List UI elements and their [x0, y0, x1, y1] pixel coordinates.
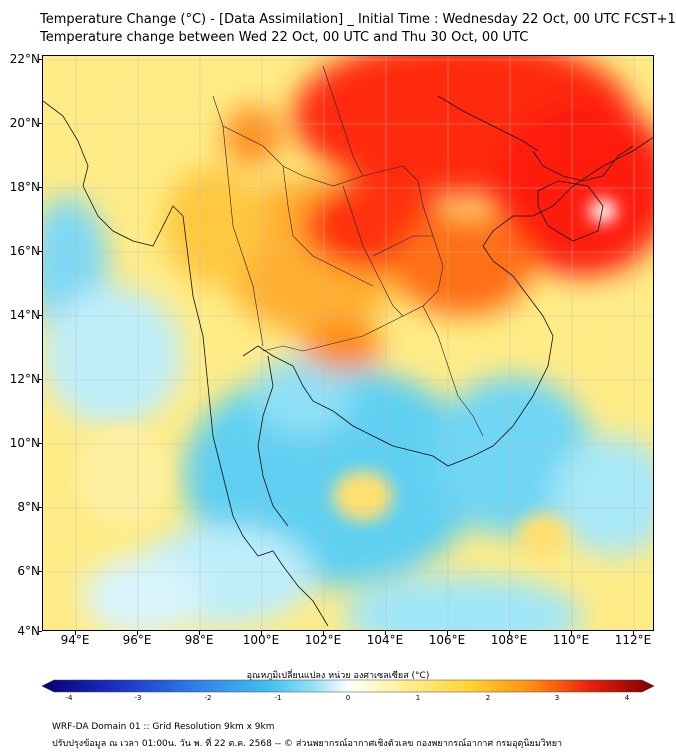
- y-axis-label: 18°N: [9, 180, 40, 194]
- colorbar-tick-label: -2: [204, 694, 212, 702]
- admin-borders: [212, 65, 484, 437]
- y-tick: [38, 443, 42, 444]
- x-axis-label: 104°E: [366, 633, 404, 647]
- x-axis-label: 96°E: [122, 633, 152, 647]
- x-tick: [633, 631, 634, 635]
- coastlines: [43, 95, 653, 627]
- y-tick: [38, 123, 42, 124]
- colorbar-tick-label: 0: [345, 694, 351, 702]
- y-tick: [38, 631, 42, 632]
- x-axis-label: 102°E: [304, 633, 342, 647]
- footer-credit: ปรับปรุงข้อมูล ณ เวลา 01:00น. วัน พ. ที่…: [52, 739, 563, 749]
- y-tick: [38, 187, 42, 188]
- x-axis-label: 112°E: [614, 633, 652, 647]
- y-axis-label: 22°N: [9, 52, 40, 66]
- x-axis-label: 94°E: [60, 633, 90, 647]
- colorbar-tick-label: -3: [134, 694, 142, 702]
- colorbar-tick-label: 1: [415, 694, 421, 702]
- colorbar-tick-label: -4: [65, 694, 73, 702]
- x-tick: [261, 631, 262, 635]
- x-tick: [75, 631, 76, 635]
- y-tick: [38, 379, 42, 380]
- y-tick: [38, 571, 42, 572]
- x-tick: [199, 631, 200, 635]
- x-axis-label: 98°E: [184, 633, 214, 647]
- map-subtitle: Temperature change between Wed 22 Oct, 0…: [40, 30, 529, 45]
- colorbar-tick-label: 4: [624, 694, 630, 702]
- y-axis-label: 4°N: [17, 624, 40, 638]
- x-axis-label: 106°E: [428, 633, 466, 647]
- footer-model-info: WRF-DA Domain 01 :: Grid Resolution 9km …: [52, 722, 275, 732]
- x-axis-label: 100°E: [242, 633, 280, 647]
- y-tick: [38, 315, 42, 316]
- y-tick: [38, 251, 42, 252]
- x-tick: [137, 631, 138, 635]
- x-tick: [385, 631, 386, 635]
- colorbar-title: อุณหภูมิเปลี่ยนแปลง หน่วย องศาเซลเซียส (…: [246, 671, 430, 681]
- temperature-field: [43, 56, 653, 630]
- x-tick: [447, 631, 448, 635]
- colorbar-tick-label: 3: [554, 694, 560, 702]
- y-axis-label: 20°N: [9, 116, 40, 130]
- x-axis-label: 108°E: [490, 633, 528, 647]
- map-title: Temperature Change (°C) - [Data Assimila…: [40, 12, 676, 27]
- y-axis-label: 10°N: [9, 436, 40, 450]
- x-tick: [571, 631, 572, 635]
- y-axis-label: 8°N: [17, 500, 40, 514]
- colorbar: [42, 679, 654, 693]
- y-axis-label: 12°N: [9, 372, 40, 386]
- x-tick: [323, 631, 324, 635]
- temperature-change-map[interactable]: [42, 55, 654, 631]
- y-tick: [38, 507, 42, 508]
- x-tick: [509, 631, 510, 635]
- temperature-field-detail: [78, 199, 617, 558]
- y-axis-label: 14°N: [9, 308, 40, 322]
- y-axis-label: 6°N: [17, 564, 40, 578]
- graticule: [43, 56, 653, 630]
- y-axis-label: 16°N: [9, 244, 40, 258]
- colorbar-tick-label: 2: [485, 694, 491, 702]
- colorbar-tick-label: -1: [274, 694, 282, 702]
- y-tick: [38, 59, 42, 60]
- x-axis-label: 110°E: [552, 633, 590, 647]
